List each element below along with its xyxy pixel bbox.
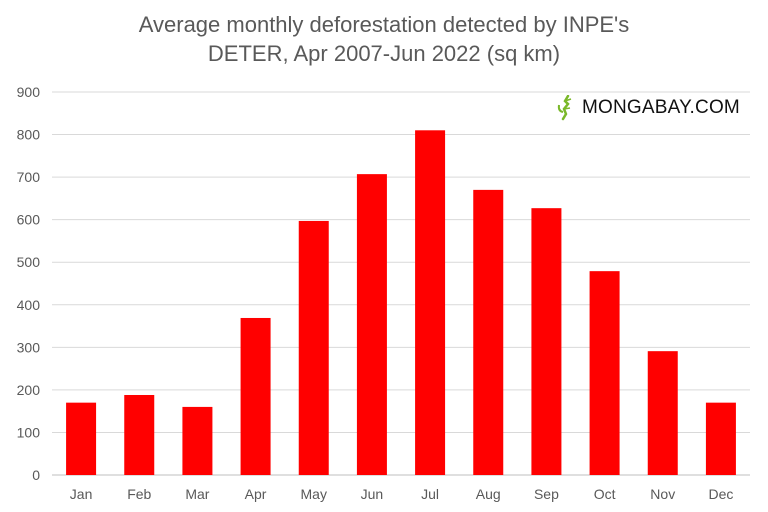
bar-feb [124,394,155,475]
bar-oct [589,271,620,475]
bar-nov [647,351,678,475]
x-tick-label: Apr [245,486,267,502]
x-tick-label: Nov [650,486,675,502]
y-tick-label: 300 [17,339,41,355]
gecko-icon [557,95,572,121]
x-tick-label: Jul [421,486,439,502]
bar-sep [531,208,562,475]
x-tick-label: Aug [476,486,501,502]
x-tick-label: Jan [70,486,93,502]
y-tick-label: 100 [17,424,41,440]
y-tick-label: 0 [32,467,40,483]
chart-title: Average monthly deforestation detected b… [0,10,768,68]
bar-jul [415,130,446,476]
x-tick-label: May [301,486,327,502]
x-tick-label: Jun [361,486,384,502]
x-tick-label: Mar [185,486,209,502]
y-tick-label: 200 [17,382,41,398]
y-tick-label: 400 [17,297,41,313]
x-tick-label: Dec [708,486,733,502]
x-tick-label: Feb [127,486,151,502]
bar-aug [473,189,504,475]
y-tick-label: 900 [17,84,41,100]
y-tick-label: 500 [17,254,41,270]
x-tick-label: Oct [594,486,616,502]
chart-title-line1: Average monthly deforestation detected b… [138,12,630,37]
bar-apr [240,317,271,475]
chart-title-line2: DETER, Apr 2007-Jun 2022 (sq km) [207,41,561,66]
y-tick-label: 800 [17,127,41,143]
x-tick-label: Sep [534,486,559,502]
bar-mar [182,406,213,475]
y-tick-label: 700 [17,169,41,185]
watermark-text: MONGABAY.COM [582,97,740,118]
bar-may [298,220,329,475]
y-tick-label: 600 [17,212,41,228]
bar-jan [66,402,97,475]
bar-dec [705,402,736,475]
bar-jun [356,174,387,476]
mongabay-logo: MONGABAY.COM [556,95,740,121]
